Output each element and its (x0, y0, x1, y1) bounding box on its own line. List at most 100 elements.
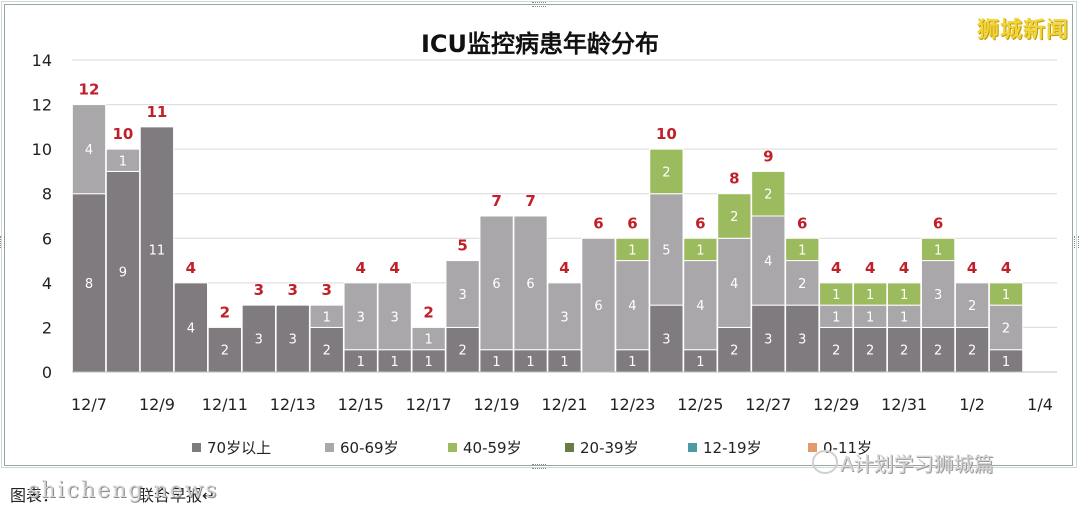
x-tick-label: 12/31 (881, 395, 927, 414)
segment-value-label: 2 (458, 344, 466, 359)
segment-value-label: 4 (696, 299, 704, 314)
bar-segment (649, 304, 684, 373)
x-tick-label: 12/17 (406, 395, 452, 414)
resize-handle-top[interactable] (532, 2, 546, 7)
x-tick-label: 12/25 (677, 395, 723, 414)
total-value-label: 2 (423, 303, 433, 321)
legend-swatch (808, 443, 817, 452)
bar-segment (988, 304, 1024, 351)
bar-segment (819, 282, 854, 306)
watermark-label: A计划学习狮城篇 (840, 452, 994, 476)
x-axis: 12/7 12/9 12/11 12/13 12/15 12/17 12/19 12/21 12… (71, 371, 1057, 414)
legend-label: 60-69岁 (340, 439, 399, 457)
bar-segment (105, 170, 141, 373)
segment-value-label: 1 (628, 355, 636, 370)
bar-segment (920, 237, 956, 262)
segment-value-label: 1 (696, 355, 704, 370)
bar-segment (411, 326, 446, 351)
segment-value-label: 1 (492, 355, 500, 370)
total-value-label: 4 (899, 259, 909, 277)
total-value-label: 4 (831, 259, 841, 277)
bar-segment (275, 304, 310, 373)
x-tick-label: 12/13 (270, 395, 316, 414)
legend-label: 20-39岁 (580, 439, 639, 457)
bar-segment (173, 282, 209, 373)
segment-value-label: 1 (696, 243, 704, 258)
segment-value-label: 2 (900, 344, 908, 359)
caption-source: 联合早报↵ (138, 486, 216, 505)
x-tick-label: 12/11 (202, 395, 248, 414)
segment-value-label: 3 (798, 333, 806, 348)
total-value-label: 6 (797, 214, 807, 232)
total-value-label: 3 (322, 281, 332, 299)
segment-value-label: 2 (832, 344, 840, 359)
total-value-label: 9 (763, 147, 773, 165)
total-value-label: 3 (288, 281, 298, 299)
bar-segment (717, 193, 752, 239)
legend-swatch (325, 443, 334, 452)
legend-swatch (688, 443, 697, 452)
segment-value-label: 4 (628, 299, 636, 314)
segment-value-label: 2 (1002, 321, 1010, 336)
segment-value-label: 3 (357, 310, 365, 325)
legend-swatch (565, 443, 574, 452)
segment-value-label: 1 (526, 355, 534, 370)
total-value-label: 6 (593, 214, 603, 232)
segment-value-label: 3 (934, 288, 942, 303)
total-value-label: 11 (146, 103, 167, 121)
segment-value-label: 1 (832, 288, 840, 303)
bar-segment (105, 148, 141, 172)
segment-value-label: 4 (764, 255, 772, 270)
bar-segment (751, 304, 786, 373)
bar-segment (581, 237, 616, 373)
bar-segment (887, 282, 922, 306)
segment-value-label: 2 (764, 188, 772, 203)
resize-handle-bottom[interactable] (532, 464, 546, 469)
total-value-label: 4 (865, 259, 875, 277)
bar-segment (139, 126, 175, 373)
x-tick-label: 12/7 (71, 395, 107, 414)
total-value-label: 4 (967, 259, 977, 277)
segment-value-label: 2 (323, 344, 331, 359)
total-value-label: 3 (254, 281, 264, 299)
bar-segment (954, 282, 990, 328)
total-value-label: 4 (389, 259, 399, 277)
segment-value-label: 3 (391, 310, 399, 325)
bar-segment (988, 282, 1024, 306)
legend-label: 0-11岁 (823, 439, 872, 457)
segment-value-label: 2 (221, 344, 229, 359)
y-tick-label: 6 (42, 229, 52, 248)
wechat-icon (812, 450, 838, 474)
total-value-label: 6 (627, 214, 637, 232)
segment-value-label: 1 (119, 154, 127, 169)
y-tick-label: 0 (42, 363, 52, 382)
caption: 图表： 联合早报↵ (10, 482, 215, 506)
resize-handle-right[interactable] (1074, 236, 1079, 248)
segment-value-label: 2 (934, 344, 942, 359)
segment-value-label: 2 (662, 165, 670, 180)
y-tick-label: 8 (42, 185, 52, 204)
bar-segment (649, 193, 684, 306)
bar-segment (445, 326, 480, 373)
bar-segment (377, 282, 412, 351)
segment-value-label: 2 (968, 299, 976, 314)
total-value-label: 8 (729, 170, 739, 188)
segment-value-label: 4 (730, 277, 738, 292)
x-tick-label: 12/27 (745, 395, 791, 414)
x-tick-label: 12/9 (139, 395, 175, 414)
resize-handle-left[interactable] (0, 236, 5, 248)
x-tick-label: 12/29 (813, 395, 859, 414)
bar-segment (717, 237, 752, 328)
segment-value-label: 1 (900, 288, 908, 303)
watermark-text: A计划学习狮城篇 (810, 448, 994, 477)
y-tick-label: 14 (32, 51, 52, 70)
bar-segment (649, 148, 684, 195)
segment-value-label: 1 (1002, 288, 1010, 303)
bar-segment (547, 282, 582, 351)
segment-value-label: 2 (730, 344, 738, 359)
bar-segment (785, 304, 820, 373)
bar-segment (309, 304, 344, 328)
x-tick-label: 12/23 (609, 395, 655, 414)
legend-swatch (192, 443, 201, 452)
segment-value-label: 3 (458, 288, 466, 303)
